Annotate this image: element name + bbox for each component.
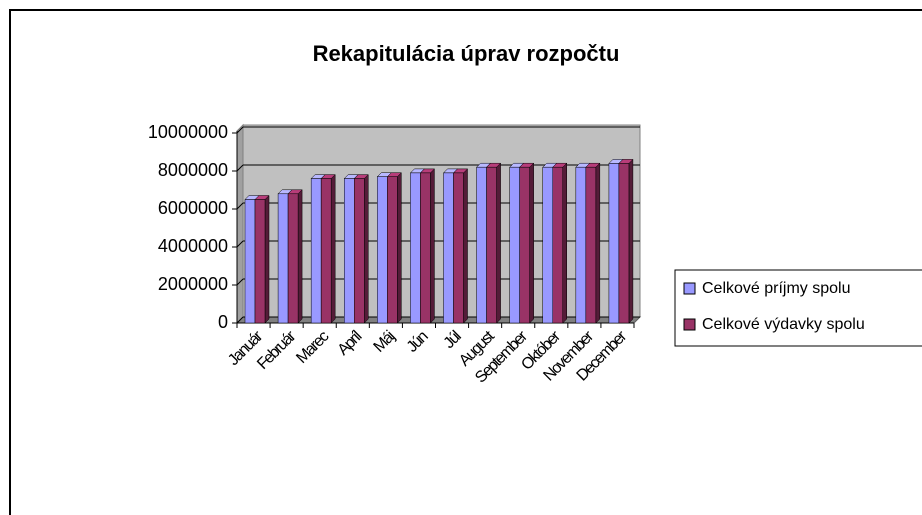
bar [509, 166, 520, 324]
bar [387, 176, 398, 324]
bar-side [430, 168, 435, 324]
bar [552, 166, 563, 324]
legend-label: Celkové príjmy spolu [702, 280, 851, 297]
bar [585, 166, 597, 324]
bar [618, 163, 630, 324]
bar [310, 178, 322, 324]
legend-swatch [683, 282, 696, 295]
bar-side [463, 168, 468, 324]
grid-line-side [236, 202, 244, 210]
bar [608, 163, 620, 324]
grid-line-side [236, 316, 244, 324]
legend-box [674, 269, 922, 347]
y-tick-label: 2000000 [158, 274, 228, 294]
bar [453, 172, 464, 324]
bar-side [397, 172, 402, 324]
bar [486, 166, 497, 324]
bar [420, 172, 431, 324]
bar-side [264, 194, 270, 324]
bar [476, 166, 487, 324]
bar [244, 199, 256, 324]
y-tick-label: 6000000 [158, 198, 228, 218]
bar [519, 166, 530, 324]
bar-side [496, 162, 501, 324]
y-tick-label: 0 [218, 312, 228, 332]
bar [443, 172, 454, 324]
grid-line-side [236, 164, 244, 172]
y-tick-label: 10000000 [148, 122, 228, 142]
bar-side [529, 162, 534, 324]
bar [542, 166, 553, 324]
bar-side [297, 189, 303, 324]
legend-swatch [683, 318, 696, 331]
chart-title: Rekapitulácia úprav rozpočtu [313, 41, 620, 66]
bar-side [364, 173, 369, 324]
bar [320, 178, 332, 324]
bar [344, 178, 355, 324]
bar [410, 172, 421, 324]
bar [575, 166, 587, 324]
bar [254, 199, 266, 324]
side-wall [236, 123, 244, 325]
bar [287, 193, 299, 324]
bar [354, 178, 365, 324]
bar-side [595, 162, 601, 324]
grid-line-side [236, 126, 244, 134]
bar [277, 193, 289, 324]
legend-label: Celkové výdavky spolu [702, 316, 865, 333]
bar-side [562, 162, 567, 324]
grid-line-side [236, 278, 244, 286]
bar-side [330, 173, 336, 324]
grid-line-side [236, 240, 244, 248]
y-tick-label: 8000000 [158, 160, 228, 180]
bar [377, 176, 388, 324]
bar-side [628, 158, 634, 324]
y-tick-label: 4000000 [158, 236, 228, 256]
